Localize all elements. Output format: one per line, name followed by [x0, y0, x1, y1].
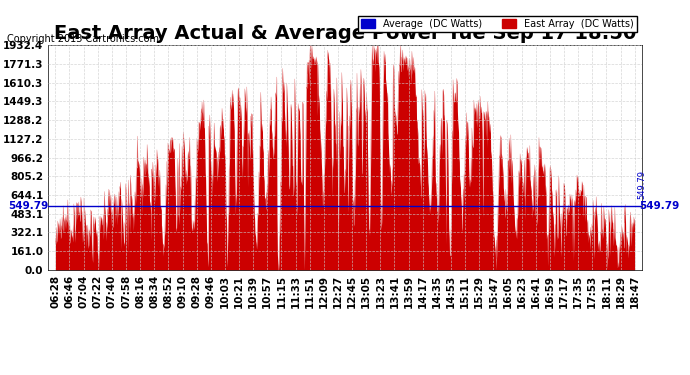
- Text: Copyright 2013 Cartronics.com: Copyright 2013 Cartronics.com: [7, 34, 159, 44]
- Text: 549.79: 549.79: [639, 201, 679, 211]
- Text: 549.79: 549.79: [637, 170, 647, 199]
- Text: 549.79: 549.79: [8, 201, 48, 211]
- Title: East Array Actual & Average Power Tue Sep 17 18:50: East Array Actual & Average Power Tue Se…: [54, 24, 636, 44]
- Legend: Average  (DC Watts), East Array  (DC Watts): Average (DC Watts), East Array (DC Watts…: [358, 16, 637, 32]
